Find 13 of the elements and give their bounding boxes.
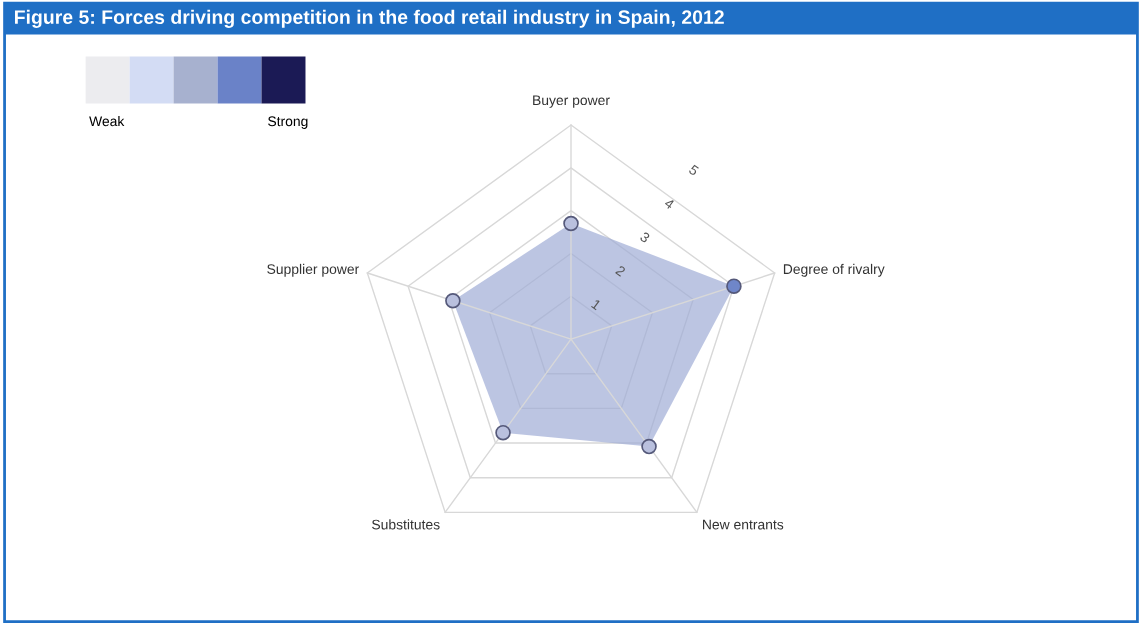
spoke-label: Supplier power xyxy=(267,263,359,277)
text: Weak xyxy=(89,115,125,127)
y-tick-label: 2 xyxy=(615,265,626,277)
chart-title: Figure 5: Forces driving competition in the food retail industry in Spain, 2012 xyxy=(15,9,724,28)
y-tick-label: 3 xyxy=(639,231,651,244)
spoke-label: Buyer power xyxy=(533,95,610,108)
y-tick-label: 5 xyxy=(688,164,700,177)
y-tick-label: 1 xyxy=(591,299,602,311)
y-tick-label: 4 xyxy=(663,197,675,210)
text: Strong xyxy=(268,116,308,129)
spoke-label: Degree of rivalry xyxy=(783,263,885,277)
spoke-label: New entrants xyxy=(703,519,784,530)
spoke-label: Substitutes xyxy=(372,519,440,530)
